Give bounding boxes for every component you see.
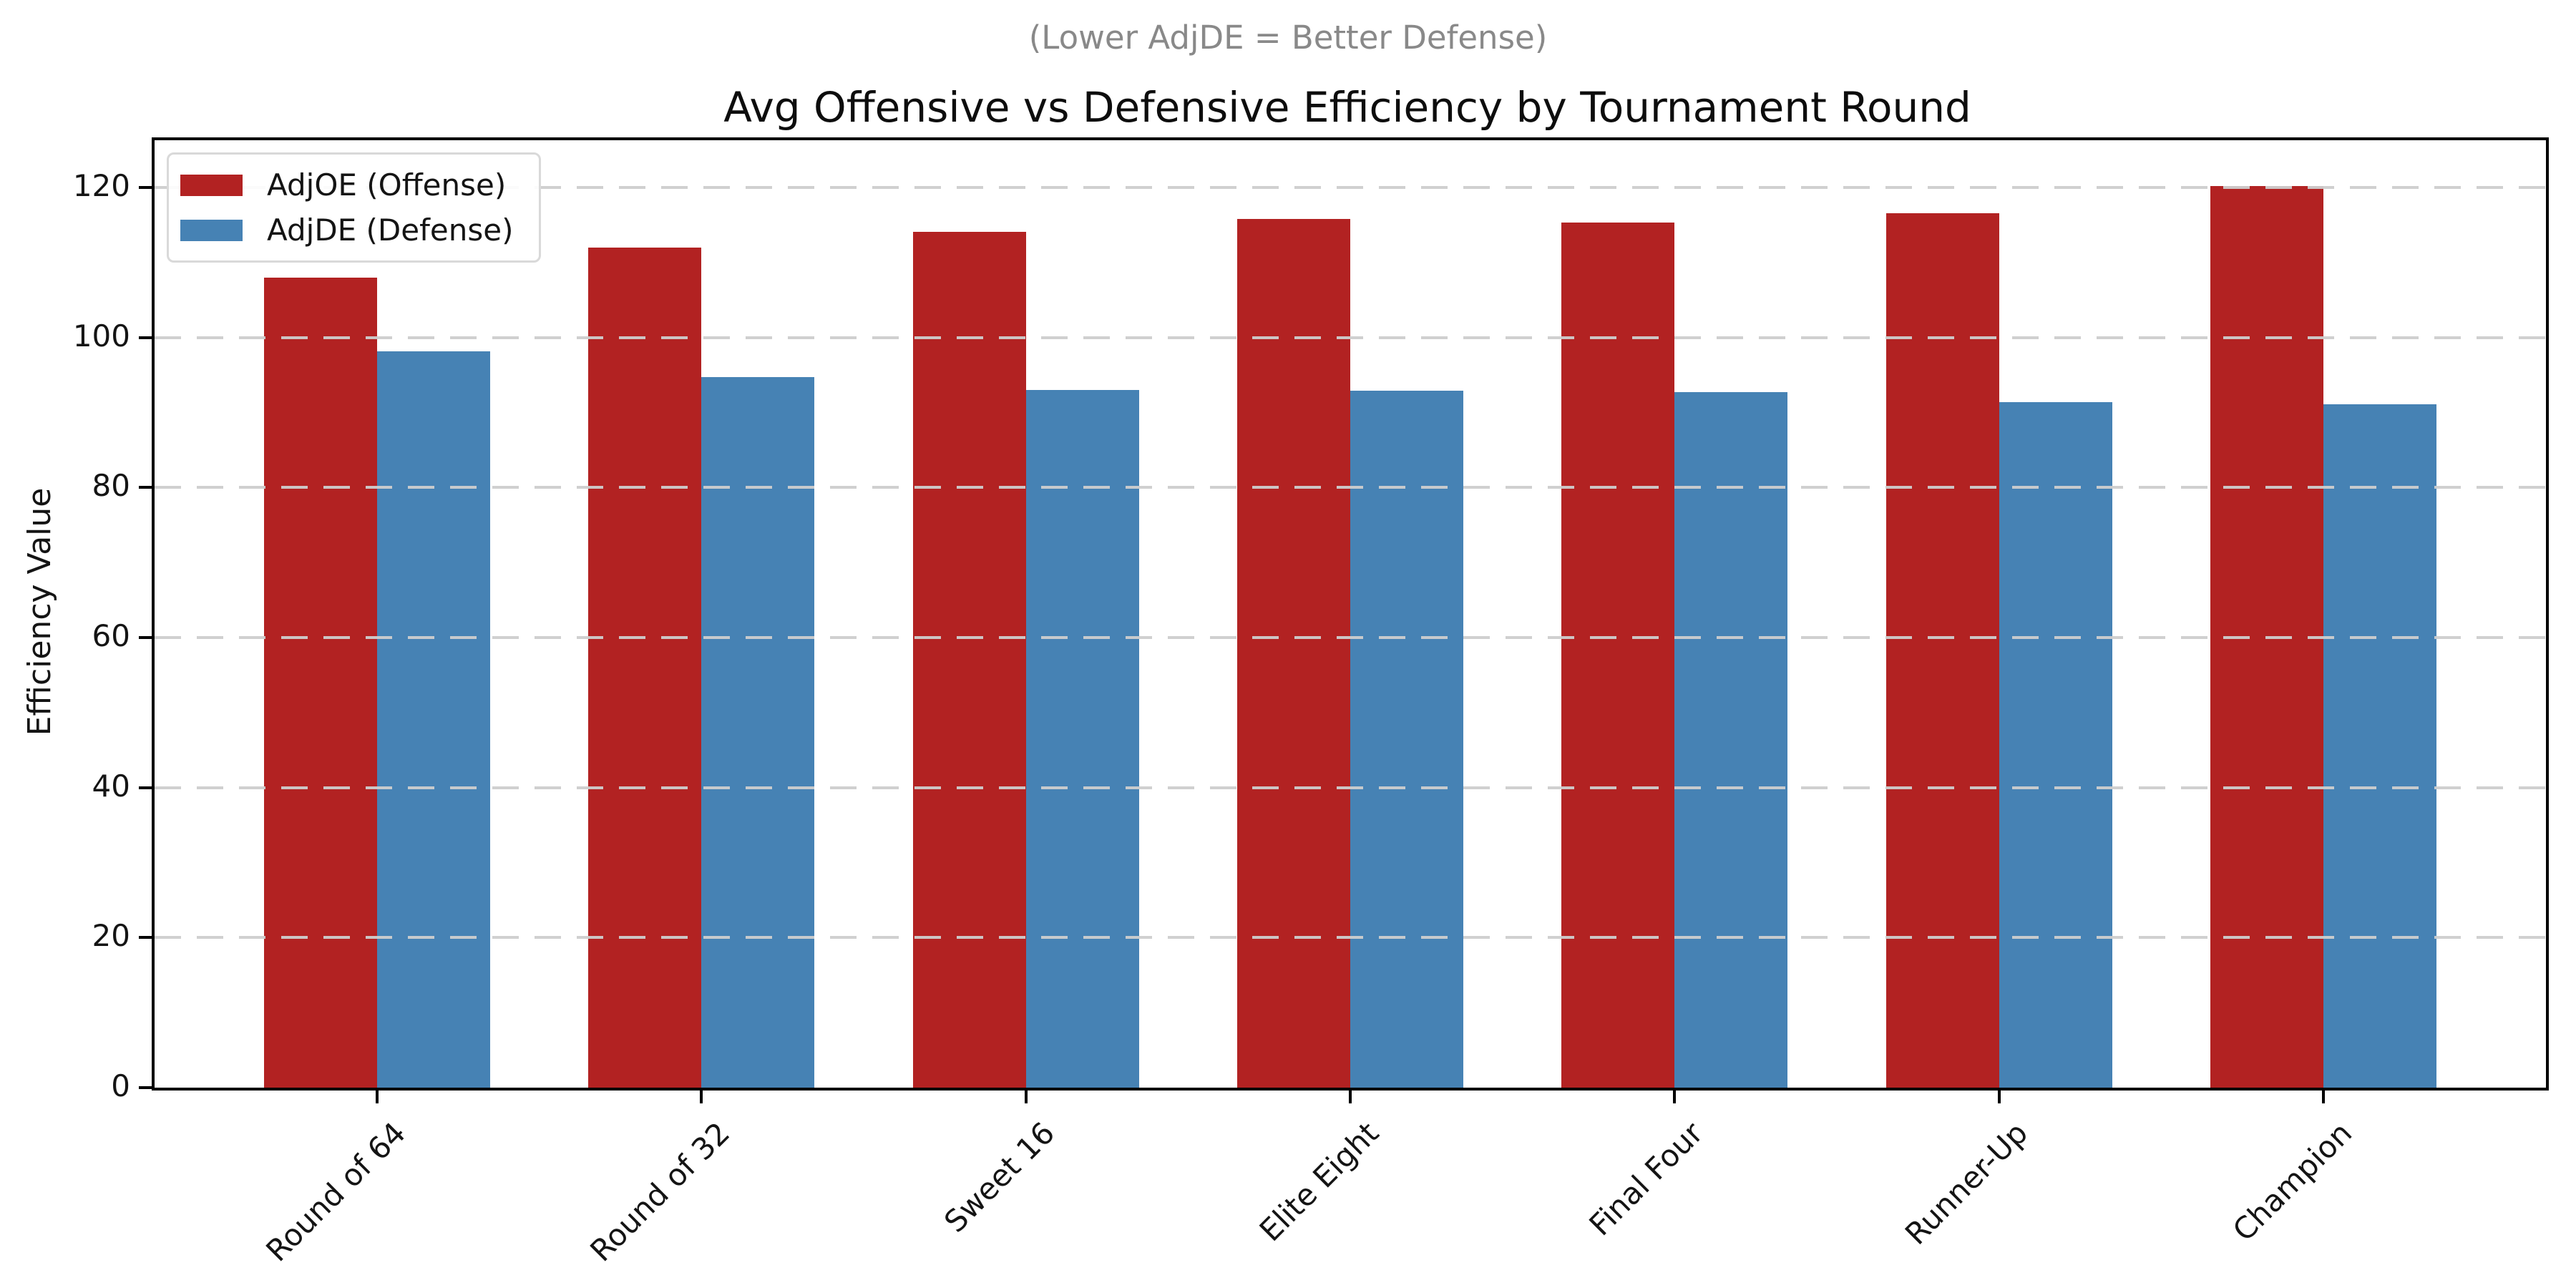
y-tick-20 <box>139 936 152 940</box>
bar-adjde-elite-eight <box>1350 391 1463 1088</box>
y-tick-40 <box>139 786 152 789</box>
x-tick-runner-up <box>1997 1091 2001 1103</box>
plot-area <box>152 137 2549 1091</box>
y-tick-100 <box>139 336 152 339</box>
y-tick-label-40: 40 <box>92 768 130 804</box>
legend-swatch-defense <box>180 219 243 241</box>
y-tick-label-20: 20 <box>92 918 130 954</box>
chart-subtitle: (Lower AdjDE = Better Defense) <box>1028 19 1548 57</box>
y-axis-label: Efficiency Value <box>21 487 58 736</box>
y-tick-label-100: 100 <box>72 318 130 353</box>
gridline-y-100 <box>155 336 2546 339</box>
bar-adjoe-sweet-16 <box>912 231 1026 1088</box>
legend-item-adjde: AdjDE (Defense) <box>180 213 513 248</box>
x-tick-label-sweet-16: Sweet 16 <box>937 1115 1061 1239</box>
x-tick-label-runner-up: Runner-Up <box>1898 1115 2034 1252</box>
y-tick-label-60: 60 <box>92 618 130 654</box>
y-tick-120 <box>139 186 152 190</box>
gridline-y-20 <box>155 936 2546 940</box>
bar-adjoe-elite-eight <box>1237 219 1350 1088</box>
legend: AdjOE (Offense) AdjDE (Defense) <box>167 152 542 263</box>
bar-adjde-round-of-32 <box>701 377 815 1088</box>
x-tick-label-champion: Champion <box>2225 1115 2359 1249</box>
legend-label-offense: AdjOE (Offense) <box>267 167 507 203</box>
legend-label-defense: AdjDE (Defense) <box>267 213 514 248</box>
bar-adjoe-round-of-32 <box>588 247 702 1088</box>
x-tick-label-round-of-32: Round of 32 <box>583 1115 737 1269</box>
gridline-y-80 <box>155 486 2546 489</box>
bar-adjoe-round-of-64 <box>264 277 377 1088</box>
legend-swatch-offense <box>180 174 243 196</box>
x-tick-round-of-32 <box>700 1091 703 1103</box>
x-tick-final-four <box>1673 1091 1677 1103</box>
x-tick-label-final-four: Final Four <box>1582 1115 1710 1243</box>
x-tick-champion <box>2322 1091 2325 1103</box>
bar-adjde-champion <box>2323 404 2436 1088</box>
y-tick-label-0: 0 <box>111 1068 130 1103</box>
x-tick-elite-eight <box>1349 1091 1352 1103</box>
y-tick-label-120: 120 <box>72 168 130 204</box>
x-tick-round-of-64 <box>376 1091 379 1103</box>
legend-item-adjoe: AdjOE (Offense) <box>180 167 513 203</box>
gridline-y-40 <box>155 786 2546 789</box>
y-tick-0 <box>139 1086 152 1089</box>
y-tick-60 <box>139 636 152 640</box>
bar-adjoe-runner-up <box>1885 213 1999 1088</box>
x-tick-label-elite-eight: Elite Eight <box>1252 1115 1386 1249</box>
gridline-y-60 <box>155 636 2546 640</box>
bar-adjde-sweet-16 <box>1025 390 1139 1088</box>
bar-adjoe-final-four <box>1561 223 1675 1088</box>
y-tick-80 <box>139 486 152 489</box>
bar-adjde-runner-up <box>1999 401 2112 1088</box>
bar-adjde-final-four <box>1674 392 1788 1088</box>
y-tick-label-80: 80 <box>92 468 130 504</box>
chart-title: Avg Offensive vs Defensive Efficiency by… <box>723 83 1971 132</box>
x-tick-sweet-16 <box>1024 1091 1028 1103</box>
x-tick-label-round-of-64: Round of 64 <box>259 1115 413 1269</box>
bar-adjde-round-of-64 <box>377 351 490 1088</box>
gridline-y-120 <box>155 186 2546 190</box>
